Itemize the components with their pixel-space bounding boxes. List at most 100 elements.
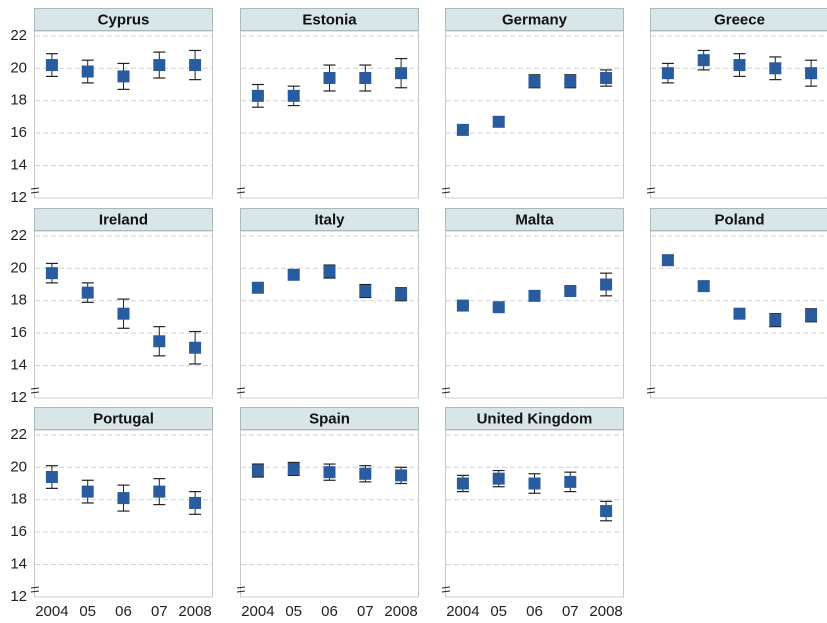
x-tick-label: 2004 [241, 603, 274, 620]
point [492, 115, 505, 128]
point [81, 485, 94, 498]
panel-marks [661, 254, 818, 328]
axis-break [441, 187, 451, 190]
axis-break [646, 387, 656, 390]
axis-break [236, 187, 246, 190]
axis-break [441, 391, 451, 394]
panel-header [445, 8, 624, 31]
point [733, 307, 746, 320]
axis-break [236, 586, 246, 589]
x-tick-label: 2004 [35, 603, 68, 620]
point [805, 67, 818, 80]
point [456, 477, 469, 490]
point [492, 301, 505, 314]
x-tick-label: 07 [151, 603, 168, 620]
panel-header [445, 407, 624, 430]
panel-header [240, 407, 419, 430]
panel-marks [251, 461, 408, 485]
panel-header [34, 8, 213, 31]
point [81, 286, 94, 299]
panel-marks [456, 69, 613, 136]
panel-marks [251, 57, 408, 108]
point [153, 59, 166, 72]
point [395, 469, 408, 482]
x-tick-label: 2008 [589, 603, 622, 620]
panel-title: Malta [515, 211, 554, 228]
x-tick-label: 06 [321, 603, 338, 620]
plot-frame [34, 30, 213, 199]
axis-break [236, 590, 246, 593]
point [600, 72, 613, 85]
plot-frame [240, 230, 419, 399]
point [251, 464, 264, 477]
plot-frame [445, 30, 624, 199]
point [456, 123, 469, 136]
x-tick-label: 06 [115, 603, 132, 620]
axis-break [30, 391, 40, 394]
point [697, 54, 710, 67]
point [323, 265, 336, 278]
panel-marks [45, 465, 202, 515]
point [45, 59, 58, 72]
y-tick-label: 14 [10, 556, 27, 573]
point [323, 72, 336, 85]
axis-break [30, 387, 40, 390]
point [528, 75, 541, 88]
point [251, 89, 264, 102]
panel-title: Italy [314, 211, 345, 228]
point [359, 284, 372, 297]
plot-frame [650, 30, 827, 199]
y-tick-label: 20 [10, 458, 27, 475]
point [528, 289, 541, 302]
panel-header [650, 8, 827, 31]
y-tick-label: 12 [10, 389, 27, 406]
y-tick-label: 18 [10, 92, 27, 109]
x-tick-label: 2008 [384, 603, 417, 620]
y-tick-label: 18 [10, 292, 27, 309]
x-tick-label: 2008 [178, 603, 211, 620]
point [805, 309, 818, 322]
point [456, 299, 469, 312]
axis-break [441, 191, 451, 194]
panel-title: Cyprus [98, 11, 150, 28]
point [564, 284, 577, 297]
axis-break [236, 387, 246, 390]
panel-header [445, 208, 624, 231]
point [117, 307, 130, 320]
axis-break [441, 387, 451, 390]
panel-header [34, 407, 213, 430]
x-tick-label: 2004 [446, 603, 479, 620]
point [359, 72, 372, 85]
plot-frame [445, 429, 624, 598]
plot-frame [240, 30, 419, 199]
axis-break [441, 590, 451, 593]
y-tick-label: 12 [10, 588, 27, 605]
point [359, 467, 372, 480]
point [661, 67, 674, 80]
axis-break [646, 391, 656, 394]
point [81, 65, 94, 78]
point [45, 471, 58, 484]
axis-break [646, 191, 656, 194]
point [769, 314, 782, 327]
panel-header [34, 208, 213, 231]
point [733, 59, 746, 72]
panel-header [650, 208, 827, 231]
point [251, 281, 264, 294]
y-tick-label: 22 [10, 227, 27, 244]
point [287, 462, 300, 475]
y-tick-label: 22 [10, 27, 27, 44]
x-tick-label: 06 [526, 603, 543, 620]
point [395, 288, 408, 301]
point [117, 492, 130, 505]
y-tick-label: 20 [10, 59, 27, 76]
point [564, 475, 577, 488]
y-tick-label: 22 [10, 426, 27, 443]
plot-frame [240, 429, 419, 598]
panel-title: Poland [714, 211, 764, 228]
point [769, 62, 782, 75]
x-tick-label: 05 [285, 603, 302, 620]
point [697, 280, 710, 293]
